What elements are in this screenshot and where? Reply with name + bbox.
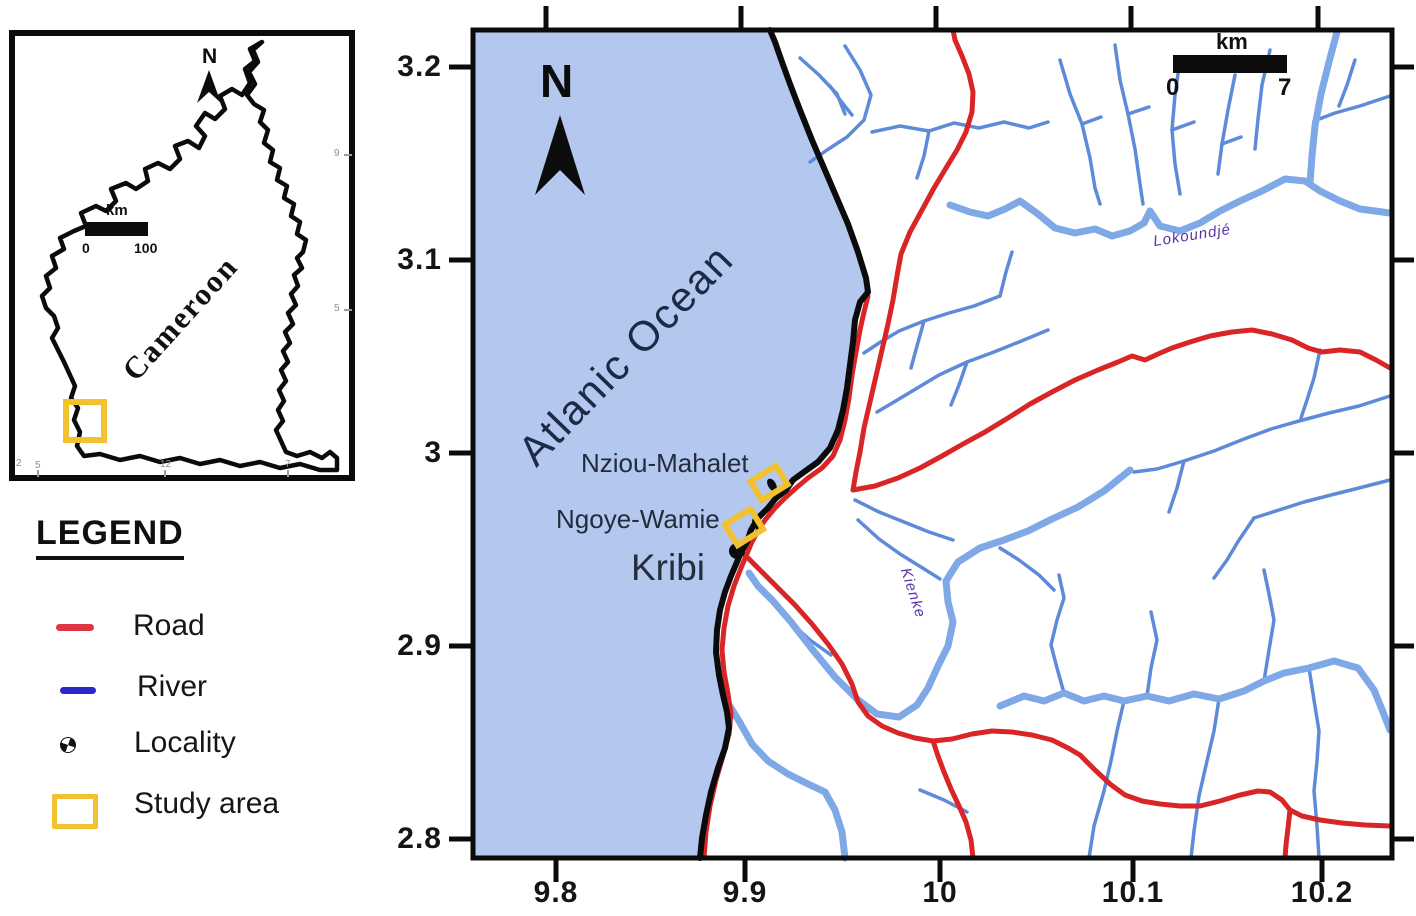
x-axis-tick-label: 10 xyxy=(922,876,958,909)
inset-edge-mark: 2 xyxy=(16,458,22,469)
y-axis-tick-label: 3.2 xyxy=(397,50,442,83)
legend: LEGEND xyxy=(36,514,184,560)
road-north xyxy=(850,27,976,493)
inset-edge-mark: 5 xyxy=(334,303,340,314)
inset-scale-unit: km xyxy=(106,202,128,219)
legend-item-road xyxy=(56,624,94,631)
locality-label-ngoye-wamie: Ngoye-Wamie xyxy=(556,504,720,534)
x-axis-tick-label: 10.2 xyxy=(1290,876,1354,909)
locality-dot-kribi xyxy=(729,543,745,559)
x-axis-tick-label: 9.8 xyxy=(533,876,579,909)
y-axis-tick-label: 3.1 xyxy=(397,243,442,276)
y-axis-tick-label: 2.9 xyxy=(397,629,442,662)
road-south xyxy=(930,738,976,861)
river-kienke-path xyxy=(745,466,1134,721)
legend-item-study-area xyxy=(52,794,98,829)
inset-edge-mark: 9 xyxy=(334,148,340,159)
legend-item-road-label: Road xyxy=(133,609,205,642)
legend-item-river-label: River xyxy=(137,670,208,703)
locality-label-nziou-mahalet: Nziou-Mahalet xyxy=(581,448,749,478)
x-axis-tick-label: 9.9 xyxy=(722,876,768,909)
inset-scale-bar xyxy=(85,222,148,236)
study-area-box-icon xyxy=(52,794,98,829)
inset-edge-mark: 7 xyxy=(285,459,291,470)
legend-item-locality-label: Locality xyxy=(134,726,236,759)
road-southeast xyxy=(745,555,1393,829)
rivers-minor xyxy=(788,43,1392,860)
main-map xyxy=(449,6,1414,882)
main-map-frame xyxy=(470,27,1395,861)
rivers-major xyxy=(722,28,1394,862)
legend-item-locality xyxy=(57,734,79,756)
inset-map xyxy=(9,30,355,481)
road-line-icon xyxy=(56,624,94,631)
inset-scale-start: 0 xyxy=(82,240,90,256)
inset-north-arrow-icon xyxy=(197,70,221,103)
legend-item-river xyxy=(60,687,96,694)
main-scale-unit: km xyxy=(1216,29,1248,54)
y-axis-tick-label: 3 xyxy=(424,436,442,469)
inset-study-area-box xyxy=(63,399,107,443)
inset-north-label: N xyxy=(202,45,218,68)
main-scale-end: 7 xyxy=(1278,74,1292,101)
locality-label-kribi: Kribi xyxy=(631,547,706,588)
axis-ticks xyxy=(449,6,1414,882)
x-axis-tick-label: 10.1 xyxy=(1101,876,1165,909)
y-axis-tick-label: 2.8 xyxy=(397,822,442,855)
cameroon-outline xyxy=(39,39,340,473)
main-north-label: N xyxy=(540,55,574,107)
scale-bar xyxy=(1173,55,1287,73)
north-arrow-icon xyxy=(535,115,585,195)
inset-edge-mark: 5 xyxy=(35,460,41,471)
river-line-icon xyxy=(60,687,96,694)
inset-edge-mark: 12 xyxy=(160,459,172,470)
inset-edge-ticks xyxy=(37,154,352,477)
locality-mark xyxy=(767,478,777,492)
ocean-polygon xyxy=(473,30,868,858)
study-area-box-ngoye xyxy=(720,504,768,550)
main-scale-start: 0 xyxy=(1166,74,1180,101)
river-lokoundje-path xyxy=(946,175,1394,240)
legend-item-study-area-label: Study area xyxy=(134,787,280,820)
locality-dot-icon xyxy=(57,734,79,756)
road-east xyxy=(850,327,1393,493)
inset-scale-end: 100 xyxy=(134,240,158,256)
study-area-box-nziou xyxy=(746,461,792,505)
legend-title: LEGEND xyxy=(36,514,184,560)
